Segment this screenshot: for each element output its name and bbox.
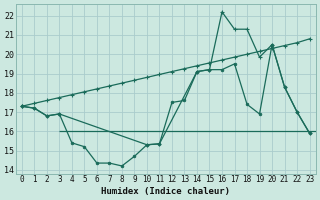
X-axis label: Humidex (Indice chaleur): Humidex (Indice chaleur) bbox=[101, 187, 230, 196]
